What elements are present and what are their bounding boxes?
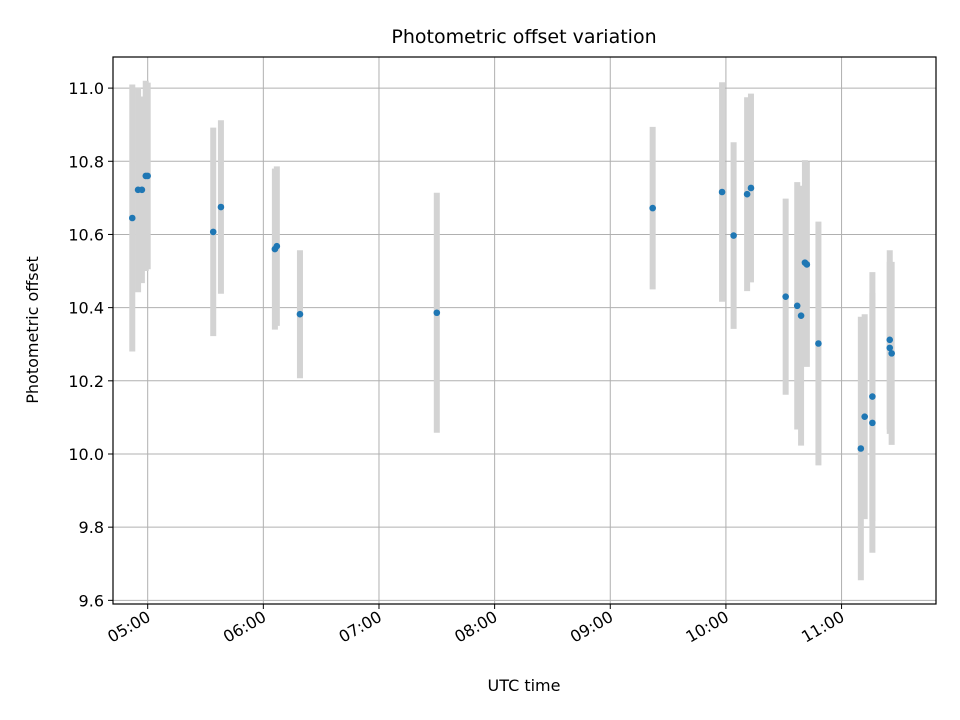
y-tick-label: 9.6 — [79, 591, 104, 610]
y-tick-label: 10.8 — [68, 152, 104, 171]
y-tick-label: 11.0 — [68, 79, 104, 98]
data-point — [138, 186, 146, 194]
y-tick-label: 10.2 — [68, 372, 104, 391]
data-point — [718, 188, 726, 196]
y-axis-label: Photometric offset — [23, 256, 42, 404]
data-point — [886, 336, 894, 344]
data-point — [886, 344, 894, 352]
chart-title: Photometric offset variation — [391, 26, 656, 48]
data-point — [273, 242, 281, 250]
data-point — [793, 302, 801, 310]
data-point — [730, 232, 737, 239]
data-point — [888, 350, 895, 357]
y-tick-label: 10.6 — [68, 225, 104, 244]
data-point — [144, 172, 151, 180]
data-point — [869, 393, 876, 400]
data-point — [815, 340, 822, 347]
x-axis-label: UTC time — [488, 676, 561, 695]
data-point — [209, 228, 217, 236]
plot-frame — [112, 56, 937, 605]
data-points — [128, 172, 895, 452]
data-point — [782, 293, 789, 300]
y-tick-label: 9.8 — [79, 518, 104, 537]
data-point — [128, 214, 136, 222]
y-axis: 9.6 9.8 10.0 10.2 10.4 10.6 10.8 11.0 — [68, 79, 113, 610]
data-point — [797, 312, 805, 319]
data-point — [433, 309, 441, 317]
data-point — [857, 445, 865, 452]
data-point — [869, 419, 876, 427]
data-point — [747, 184, 755, 192]
data-point — [803, 261, 811, 268]
y-tick-label: 10.0 — [68, 445, 104, 464]
y-tick-label: 10.4 — [68, 299, 104, 318]
data-point — [649, 204, 656, 212]
data-point — [743, 190, 751, 198]
data-point — [217, 203, 225, 211]
data-point — [296, 310, 304, 318]
data-point — [861, 413, 868, 420]
